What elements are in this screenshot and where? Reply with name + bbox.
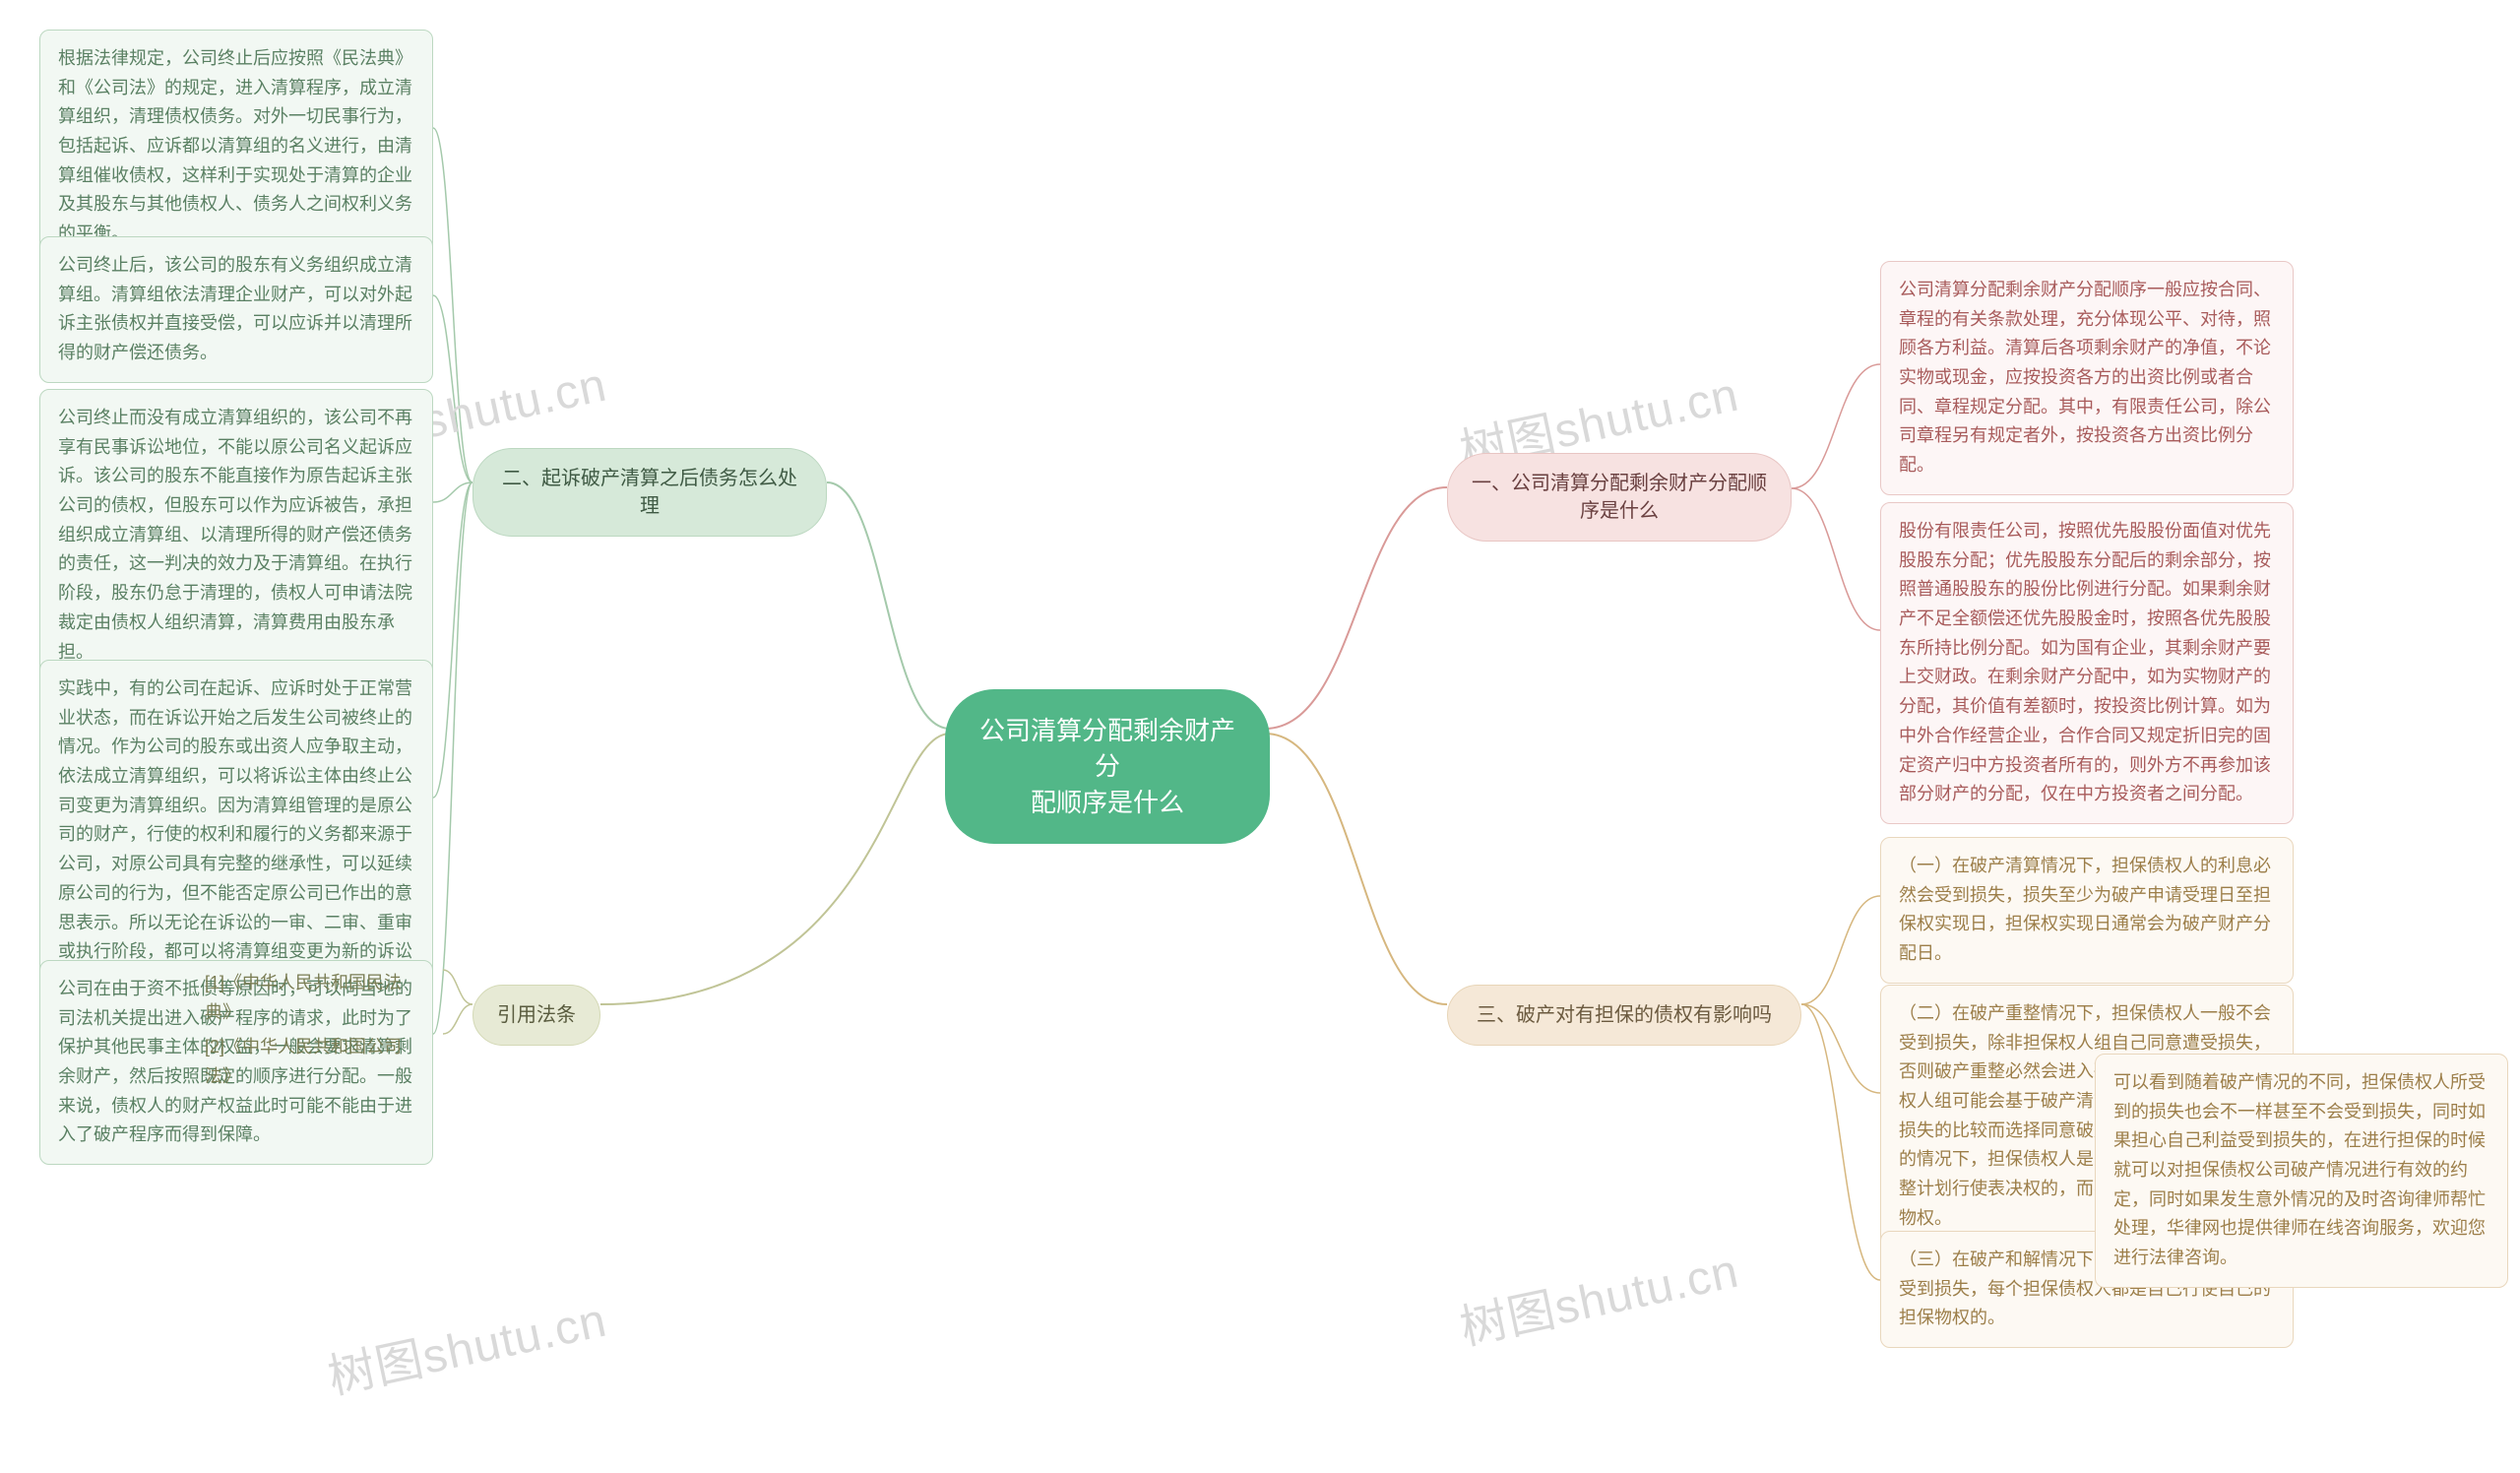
branch-4: 引用法条: [472, 985, 600, 1046]
branch-1: 一、公司清算分配剩余财产分配顺序是什么: [1447, 453, 1792, 542]
branch-3: 三、破产对有担保的债权有影响吗: [1447, 985, 1801, 1046]
watermark: 树图shutu.cn: [1453, 1232, 1744, 1358]
leaf-1b: 股份有限责任公司，按照优先股股份面值对优先股股东分配；优先股股东分配后的剩余部分…: [1880, 502, 2294, 824]
leaf-2b: 公司终止后，该公司的股东有义务组织成立清算组。清算组依法清理企业财产，可以对外起…: [39, 236, 433, 383]
root-node: 公司清算分配剩余财产分配顺序是什么: [945, 689, 1270, 844]
branch-2: 二、起诉破产清算之后债务怎么处理: [472, 448, 827, 537]
watermark: 树图shutu.cn: [321, 1281, 612, 1407]
leaf-3d-visible: 可以看到随着破产情况的不同，担保债权人所受到的损失也会不一样甚至不会受到损失，同…: [2095, 1054, 2508, 1288]
leaf-3a: （一）在破产清算情况下，担保债权人的利息必然会受到损失，损失至少为破产申请受理日…: [1880, 837, 2294, 984]
leaf-2a: 根据法律规定，公司终止后应按照《民法典》和《公司法》的规定，进入清算程序，成立清…: [39, 30, 433, 264]
leaf-2c: 公司终止而没有成立清算组织的，该公司不再享有民事诉讼地位，不能以原公司名义起诉应…: [39, 389, 433, 681]
leaf-4b: [2]《中华人民共和国公司法》: [187, 1019, 443, 1105]
leaf-1a: 公司清算分配剩余财产分配顺序一般应按合同、章程的有关条款处理，充分体现公平、对待…: [1880, 261, 2294, 495]
